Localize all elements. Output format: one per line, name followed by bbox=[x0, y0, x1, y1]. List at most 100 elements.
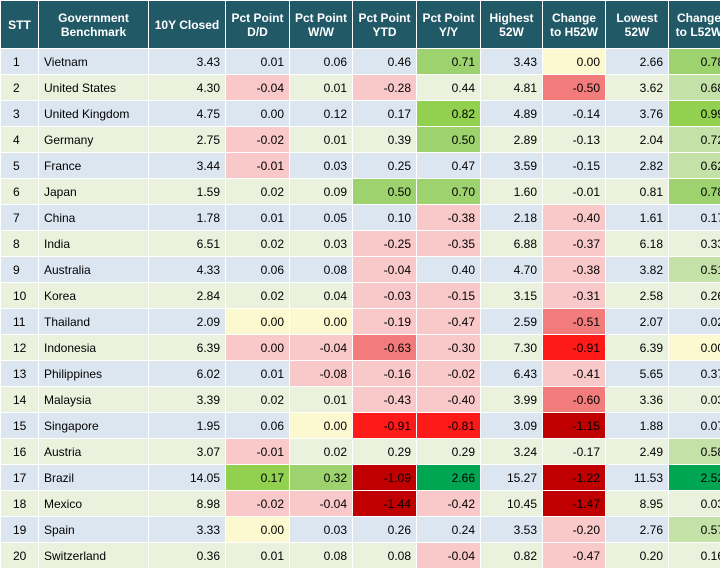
table-row[interactable]: 5 France 3.44 -0.01 0.03 0.25 0.47 3.59 -0.15 2.8… bbox=[0, 152, 720, 179]
header-yy[interactable]: Pct Point Y/Y bbox=[416, 0, 481, 49]
header-10y-closed[interactable]: 10Y Closed bbox=[148, 0, 226, 49]
change-h52w-cell: -1.22 bbox=[542, 464, 606, 491]
dd-cell: -0.01 bbox=[225, 438, 290, 465]
closed-cell: 4.33 bbox=[148, 256, 226, 283]
change-h52w-cell: -0.13 bbox=[542, 126, 606, 153]
table-row[interactable]: 9 Australia 4.33 0.06 0.08 -0.04 0.40 4.70 -0.38… bbox=[0, 256, 720, 283]
dd-cell: -0.01 bbox=[225, 152, 290, 179]
dd-cell: -0.04 bbox=[225, 74, 290, 101]
highest-52w-cell: 4.81 bbox=[480, 74, 543, 101]
highest-52w-cell: 6.88 bbox=[480, 230, 543, 257]
table-row[interactable]: 8 India 6.51 0.02 0.03 -0.25 -0.35 6.88 -0.37 6.1… bbox=[0, 230, 720, 257]
table-row[interactable]: 14 Malaysia 3.39 0.02 0.01 -0.43 -0.40 3.99 -0.6… bbox=[0, 386, 720, 413]
stt-cell: 14 bbox=[0, 386, 39, 413]
highest-52w-cell: 0.82 bbox=[480, 542, 543, 569]
yy-cell: 0.82 bbox=[416, 100, 481, 127]
ww-cell: -0.04 bbox=[289, 334, 353, 361]
table-row[interactable]: 1 Vietnam 3.43 0.01 0.06 0.46 0.71 3.43 0.00 2.66… bbox=[0, 48, 720, 75]
highest-52w-cell: 3.99 bbox=[480, 386, 543, 413]
ww-cell: 0.01 bbox=[289, 386, 353, 413]
ytd-cell: 0.17 bbox=[352, 100, 417, 127]
change-l52w-cell: 0.62 bbox=[668, 152, 720, 179]
header-ytd[interactable]: Pct Point YTD bbox=[352, 0, 417, 49]
lowest-52w-cell: 1.61 bbox=[605, 204, 669, 231]
closed-cell: 1.95 bbox=[148, 412, 226, 439]
ytd-cell: -0.04 bbox=[352, 256, 417, 283]
benchmark-name-cell: China bbox=[38, 204, 149, 231]
stt-cell: 7 bbox=[0, 204, 39, 231]
header-stt[interactable]: STT bbox=[0, 0, 39, 49]
stt-cell: 19 bbox=[0, 516, 39, 543]
dd-cell: 0.02 bbox=[225, 230, 290, 257]
stt-cell: 16 bbox=[0, 438, 39, 465]
ytd-cell: 0.50 bbox=[352, 178, 417, 205]
change-h52w-cell: -0.38 bbox=[542, 256, 606, 283]
lowest-52w-cell: 1.88 bbox=[605, 412, 669, 439]
table-row[interactable]: 16 Austria 3.07 -0.01 0.02 0.29 0.29 3.24 -0.17 2… bbox=[0, 438, 720, 465]
benchmark-name-cell: Malaysia bbox=[38, 386, 149, 413]
lowest-52w-cell: 0.81 bbox=[605, 178, 669, 205]
change-l52w-cell: 0.03 bbox=[668, 490, 720, 517]
change-l52w-cell: 0.07 bbox=[668, 412, 720, 439]
header-lowest-52w[interactable]: Lowest 52W bbox=[605, 0, 669, 49]
yy-cell: 0.47 bbox=[416, 152, 481, 179]
closed-cell: 8.98 bbox=[148, 490, 226, 517]
header-dd[interactable]: Pct Point D/D bbox=[225, 0, 290, 49]
table-row[interactable]: 2 United States 4.30 -0.04 0.01 -0.28 0.44 4.81… bbox=[0, 74, 720, 101]
change-l52w-cell: 2.52 bbox=[668, 464, 720, 491]
change-h52w-cell: -0.47 bbox=[542, 542, 606, 569]
header-highest-52w[interactable]: Highest 52W bbox=[480, 0, 543, 49]
yy-cell: 0.40 bbox=[416, 256, 481, 283]
ww-cell: 0.03 bbox=[289, 152, 353, 179]
table-row[interactable]: 19 Spain 3.33 0.00 0.03 0.26 0.24 3.53 -0.20 2.76… bbox=[0, 516, 720, 543]
yy-cell: 0.44 bbox=[416, 74, 481, 101]
header-benchmark[interactable]: Government Benchmark bbox=[38, 0, 149, 49]
change-h52w-cell: -0.31 bbox=[542, 282, 606, 309]
ytd-cell: 0.39 bbox=[352, 126, 417, 153]
stt-cell: 11 bbox=[0, 308, 39, 335]
table-row[interactable]: 17 Brazil 14.05 0.17 0.32 -1.09 2.66 15.27 -1.22… bbox=[0, 464, 720, 491]
change-h52w-cell: -0.40 bbox=[542, 204, 606, 231]
dd-cell: 0.00 bbox=[225, 334, 290, 361]
table-row[interactable]: 3 United Kingdom 4.75 0.00 0.12 0.17 0.82 4.89-… bbox=[0, 100, 720, 127]
header-row: STT Government Benchmark 10Y Closed Pct … bbox=[0, 0, 720, 49]
table-row[interactable]: 15 Singapore 1.95 0.06 0.00 -0.91 -0.81 3.09 -1.… bbox=[0, 412, 720, 439]
yy-cell: -0.42 bbox=[416, 490, 481, 517]
table-row[interactable]: 13 Philippines 6.02 0.01 -0.08 -0.16 -0.02 6.43… bbox=[0, 360, 720, 387]
benchmark-name-cell: India bbox=[38, 230, 149, 257]
table-row[interactable]: 4 Germany 2.75 -0.02 0.01 0.39 0.50 2.89 -0.13 2.… bbox=[0, 126, 720, 153]
benchmark-name-cell: United Kingdom bbox=[38, 100, 149, 127]
stt-cell: 10 bbox=[0, 282, 39, 309]
table-row[interactable]: 20 Switzerland 0.36 0.01 0.08 0.08 -0.04 0.82 -0… bbox=[0, 542, 720, 569]
closed-cell: 14.05 bbox=[148, 464, 226, 491]
highest-52w-cell: 15.27 bbox=[480, 464, 543, 491]
table-row[interactable]: 11 Thailand 2.09 0.00 0.00 -0.19 -0.47 2.59 -0.5… bbox=[0, 308, 720, 335]
change-l52w-cell: 0.37 bbox=[668, 360, 720, 387]
dd-cell: 0.02 bbox=[225, 386, 290, 413]
closed-cell: 3.44 bbox=[148, 152, 226, 179]
table-row[interactable]: 10 Korea 2.84 0.02 0.04 -0.03 -0.15 3.15 -0.31 2.… bbox=[0, 282, 720, 309]
header-ww[interactable]: Pct Point W/W bbox=[289, 0, 353, 49]
yy-cell: -0.81 bbox=[416, 412, 481, 439]
benchmark-name-cell: Thailand bbox=[38, 308, 149, 335]
stt-cell: 2 bbox=[0, 74, 39, 101]
closed-cell: 2.84 bbox=[148, 282, 226, 309]
lowest-52w-cell: 2.76 bbox=[605, 516, 669, 543]
stt-cell: 20 bbox=[0, 542, 39, 569]
stt-cell: 13 bbox=[0, 360, 39, 387]
dd-cell: 0.02 bbox=[225, 282, 290, 309]
table-row[interactable]: 7 China 1.78 0.01 0.05 0.10 -0.38 2.18 -0.40 1.61… bbox=[0, 204, 720, 231]
header-change-h52w[interactable]: Change to H52W bbox=[542, 0, 606, 49]
table-row[interactable]: 12 Indonesia 6.39 0.00 -0.04 -0.63 -0.30 7.30 -0… bbox=[0, 334, 720, 361]
closed-cell: 3.39 bbox=[148, 386, 226, 413]
closed-cell: 4.30 bbox=[148, 74, 226, 101]
table-row[interactable]: 6 Japan 1.59 0.02 0.09 0.50 0.70 1.60 -0.01 0.81 0… bbox=[0, 178, 720, 205]
stt-cell: 6 bbox=[0, 178, 39, 205]
change-h52w-cell: -0.60 bbox=[542, 386, 606, 413]
change-h52w-cell: -0.01 bbox=[542, 178, 606, 205]
ytd-cell: -0.16 bbox=[352, 360, 417, 387]
header-change-l52w[interactable]: Change to L52W bbox=[668, 0, 720, 49]
table-row[interactable]: 18 Mexico 8.98 -0.02 -0.04 -1.44 -0.42 10.45 -1.… bbox=[0, 490, 720, 517]
stt-cell: 1 bbox=[0, 48, 39, 75]
ytd-cell: -0.28 bbox=[352, 74, 417, 101]
